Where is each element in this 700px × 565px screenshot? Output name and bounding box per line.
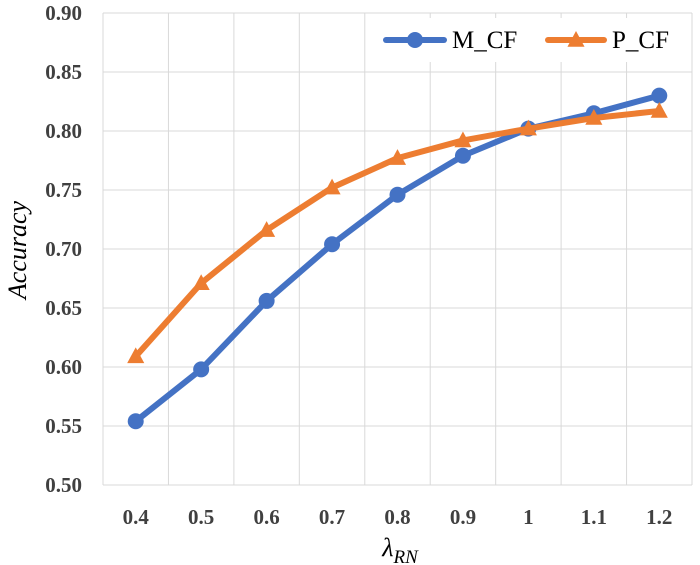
y-tick-label: 0.70: [45, 237, 82, 261]
x-tick-label: 0.7: [319, 505, 345, 529]
series-line-p-cf: [132, 107, 663, 360]
legend-label-p-cf: P_CF: [612, 27, 669, 54]
legend: M_CF P_CF: [380, 18, 690, 62]
y-axis-ticks: 0.50 0.55 0.60 0.65 0.70 0.75 0.80 0.85 0.90: [45, 1, 82, 497]
x-tick-label: 0.5: [188, 505, 214, 529]
legend-marker-m-cf: [407, 32, 423, 48]
series-layer: [127, 87, 668, 430]
x-axis-title: λRN: [381, 533, 419, 565]
series-line-m-cf: [132, 92, 663, 425]
data-point-p-cf: [388, 149, 407, 165]
data-point-p-cf: [323, 178, 341, 195]
legend-item-p-cf: P_CF: [545, 27, 669, 54]
x-tick-label: 0.6: [253, 505, 279, 529]
x-tick-label: 1.1: [581, 505, 607, 529]
x-axis-title-subscript: RN: [392, 547, 419, 565]
data-point-p-cf: [454, 131, 472, 148]
x-tick-label: 1.2: [646, 505, 672, 529]
y-tick-label: 0.90: [45, 1, 82, 25]
x-axis-title-symbol: λ: [381, 533, 393, 562]
grid: [102, 12, 693, 486]
y-tick-label: 0.65: [45, 296, 82, 320]
data-point-p-cf: [585, 109, 603, 125]
x-axis-ticks: 0.4 0.5 0.6 0.7 0.8 0.9 1 1.1 1.2: [123, 505, 673, 529]
data-point-p-cf: [127, 347, 145, 364]
data-point-m-cf: [127, 413, 144, 430]
data-point-m-cf: [454, 147, 471, 164]
data-point-p-cf: [650, 101, 668, 118]
y-tick-label: 0.60: [45, 355, 82, 379]
y-tick-label: 0.75: [45, 178, 82, 202]
legend-item-m-cf: M_CF: [383, 27, 517, 54]
series-m-cf: [127, 87, 668, 430]
data-point-p-cf: [519, 119, 537, 136]
data-point-m-cf: [258, 292, 275, 309]
data-point-m-cf: [389, 186, 406, 203]
data-point-m-cf: [193, 361, 210, 378]
y-tick-label: 0.80: [45, 119, 82, 143]
data-point-m-cf: [651, 87, 668, 104]
y-tick-label: 0.50: [45, 473, 82, 497]
legend-marker-p-cf: [567, 31, 585, 47]
data-point-m-cf: [324, 236, 341, 253]
x-tick-label: 1: [523, 505, 534, 529]
x-tick-label: 0.4: [123, 505, 150, 529]
y-axis-title: Accuracy: [3, 200, 32, 301]
x-tick-label: 0.9: [450, 505, 476, 529]
series-p-cf: [127, 101, 668, 364]
x-tick-label: 0.8: [384, 505, 410, 529]
y-tick-label: 0.55: [45, 414, 82, 438]
y-tick-label: 0.85: [45, 60, 82, 84]
data-point-p-cf: [258, 221, 276, 237]
data-point-p-cf: [192, 274, 210, 290]
legend-label-m-cf: M_CF: [452, 27, 517, 54]
